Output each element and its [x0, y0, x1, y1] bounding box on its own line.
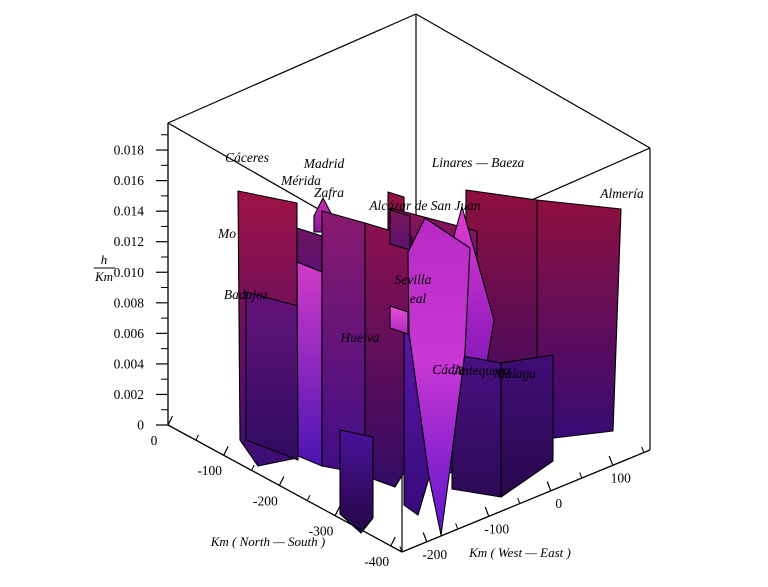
ns-major-tick [390, 536, 396, 547]
we-minor-tick [579, 472, 583, 479]
city-label: Mérida [280, 173, 321, 188]
ns-tick-label: -300 [309, 524, 334, 539]
we-minor-tick [455, 523, 459, 530]
labels: Km ( North — South ) Km ( West — East ) hK… [94, 150, 644, 560]
wall-pink-nub [389, 305, 409, 335]
z-tick-label: 0.002 [114, 387, 144, 402]
city-label: Linares — Baeza [431, 155, 525, 170]
city-label: Huelva [340, 330, 380, 345]
wall-small-right-b [500, 354, 554, 498]
axes: 0 0.002 0.004 0.006 0.008 0.010 0.012 0.014 0.01… [114, 123, 651, 569]
ns-tick-label: 0 [151, 433, 158, 448]
box-edge [167, 13, 417, 124]
ns-minor-tick [195, 434, 199, 441]
ns-axis-title: Km ( North — South ) [210, 534, 325, 549]
box-front-edges [167, 13, 651, 450]
we-minor-tick [399, 546, 403, 553]
city-label: Madrid [303, 156, 345, 171]
z-tick-label: 0.012 [114, 234, 144, 249]
city-label: Sevilla [395, 272, 432, 287]
z-tick-label: 0.016 [114, 173, 145, 188]
we-major-tick [546, 481, 552, 492]
wall-badajoz-front [245, 291, 299, 461]
wall-surfaces [237, 189, 622, 536]
we-minor-tick [641, 446, 645, 453]
ns-minor-tick [306, 494, 311, 501]
city-label: Badajoz [224, 287, 269, 302]
city-label: Zafra [314, 185, 344, 200]
we-tick-label: 0 [555, 496, 562, 511]
ns-major-tick [334, 506, 341, 516]
city-label: Cádiz [432, 362, 464, 377]
city-label: Cáceres [225, 150, 269, 165]
wall-front-indigo [339, 429, 374, 534]
we-major-tick [422, 532, 428, 543]
ns-major-tick [167, 415, 174, 426]
we-axis-title: Km ( West — East ) [468, 545, 571, 560]
ns-tick-label: -400 [364, 554, 389, 569]
ns-minor-tick [251, 464, 255, 471]
ns-major-tick [278, 476, 285, 486]
city-label: Alcázar de San Juan [368, 198, 481, 213]
ns-tick-label: -100 [197, 463, 222, 478]
we-major-tick [608, 455, 614, 466]
z-tick-label: 0.018 [114, 143, 145, 158]
we-major-tick [484, 506, 490, 517]
wall-center-main [407, 217, 471, 536]
wall-dark-nub [389, 209, 411, 251]
ns-major-tick [223, 446, 229, 456]
z-tick-label: 0.004 [114, 356, 145, 371]
we-minor-tick [517, 497, 521, 504]
city-label: Málaga [493, 366, 536, 381]
z-axis-title-denominator: Km [94, 269, 113, 284]
z-tick-label: 0.006 [114, 326, 145, 341]
ns-minor-tick [362, 525, 367, 532]
we-tick-label: -100 [484, 521, 509, 536]
ns-tick-label: -200 [253, 493, 278, 508]
z-tick-label: 0 [137, 418, 144, 433]
we-tick-label: -200 [422, 547, 447, 562]
z-axis-title-numerator: h [101, 252, 108, 267]
z-tick-label: 0.010 [114, 265, 145, 280]
city-label: Antequera [453, 363, 510, 378]
city-label: eal [410, 291, 427, 306]
city-label: Almería [599, 186, 644, 201]
z-tick-label: 0.008 [114, 295, 145, 310]
box-edge [415, 13, 651, 149]
ns-axis-line [167, 424, 403, 553]
city-label: Mo [217, 226, 236, 241]
wall-bright-strip [296, 261, 323, 467]
we-tick-label: 100 [611, 470, 632, 485]
z-tick-label: 0.014 [114, 204, 145, 219]
we-axis-line [401, 449, 651, 553]
